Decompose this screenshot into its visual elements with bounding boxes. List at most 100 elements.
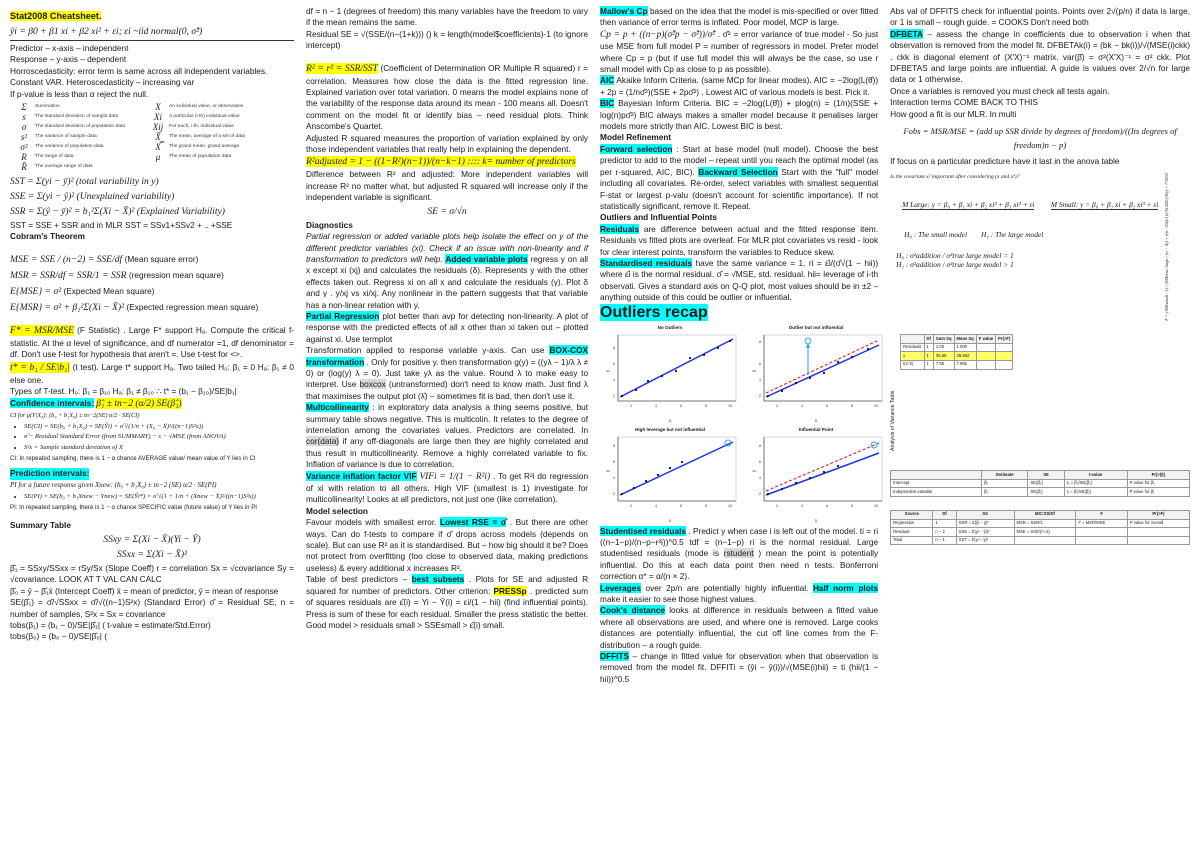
residual-se: Residual SE = √(SSE/(n−(1+k))) () k = le… (306, 28, 589, 51)
col-head: F (1075, 509, 1128, 520)
msr-note: (regression mean square) (128, 269, 224, 280)
leverage-block: Leverages over 2p/n are potentially high… (600, 582, 878, 606)
cell (1075, 535, 1128, 546)
symbol-glyph: X̄ (155, 132, 161, 143)
svg-text:8: 8 (613, 444, 615, 448)
cell: SSE = Σ(yi − ŷi)² (955, 527, 1015, 537)
svg-text:2: 2 (776, 504, 778, 508)
aic-text: Akaike Inform Criteria. (same MCp for li… (600, 75, 879, 97)
symbol-desc: The average range of data (35, 164, 93, 170)
scatter-plot: y 2 4 6 8 10 2 4 6 8 (605, 436, 737, 508)
best-subsets-intro: Table of best predictors – (306, 574, 408, 585)
press-text: . predicted sum of squares residuals are… (306, 585, 589, 630)
svg-text:4: 4 (759, 378, 761, 382)
symbol-desc: The grand mean, grand average (169, 144, 240, 150)
transformation-intro: Transformation applied to response varia… (306, 345, 545, 356)
f-statistic-block: F* = MSR/MSE (F Statistic) . Large F* su… (10, 324, 294, 361)
focus-predictor-note: If focus on a particular predicture have… (890, 156, 1120, 167)
anova-section: Analysis of Variance Table Df Sum Sq Mea… (890, 331, 1190, 451)
svg-text:y: y (751, 469, 756, 472)
plot-outlier-not-influential: Outlier but not influential y 2 4 (746, 325, 884, 424)
multicollinearity-tail: if any off-diagonals are large then they… (306, 436, 589, 470)
col-head: Pr(>F) (1126, 509, 1191, 520)
emsr-note: (Expected regression mean square) (126, 301, 259, 312)
dffits-block: DFFITS – change in fitted value for obse… (600, 651, 878, 685)
scatter-plot: y 2 4 6 8 10 2 4 6 8 (751, 436, 883, 508)
ci-interpretation-note: CI: In repeated sampling, there is 1 − α… (10, 455, 256, 463)
column-4: Abs val of DFFITS check for influential … (884, 6, 1196, 849)
ci-mu-formula: CI for μ(Y|X₀): (b₀ + b₁X₀) ± tn−2(SE) α… (10, 412, 140, 420)
best-subsets-mid: . Plots for SE and adjusted R squared fo… (306, 574, 589, 596)
cell: Total (890, 535, 934, 546)
pi-formula: PI for a future response given Xnew: (b₀… (10, 481, 217, 490)
forward-selection-text: : Start at base model (null model). Choo… (600, 143, 879, 177)
studentised-residuals-text: . Predict y when case i is left out of t… (600, 525, 879, 559)
table-row: Total n − 1 SST = Σ(yi − ȳ)² (890, 535, 1191, 546)
ttest-types: Types of T-test. H₀: β₁ = β₁₀ Hₐ: β₁ ≠ β… (10, 386, 237, 397)
svg-text:4: 4 (613, 378, 615, 382)
symbol-desc: An individual value, or observation (169, 104, 244, 110)
cell: SE(β̂₀) (1027, 478, 1065, 489)
selection-block: Forward selection : Start at base model … (600, 143, 879, 212)
slope-coefficient: β̂₁ = SSxy/SSxx = rSy/Sx (Slope Coeff) r… (10, 562, 295, 585)
symbol-glyph: s² (20, 132, 28, 143)
tobs-b0: tobs(β₀) = (b₀ − 0)/SE|β̂₀| ( (10, 631, 107, 642)
symbol-glyph: μ (155, 152, 161, 163)
symbol-glyph: Xi (154, 112, 162, 123)
cooks-distance-text: looks at difference in residuals between… (600, 605, 879, 650)
col-head (900, 334, 925, 344)
emsr-lhs: E{MSR} (10, 301, 43, 313)
model-large: M Large: y = β₀ + β₁ xi + β₂ xi³ + β₃ xi… (902, 200, 1035, 211)
added-variable-plots-label: Added variable plots (445, 253, 528, 264)
table-row: Residuals 1 1.00 1.000 (900, 342, 1014, 353)
table-header-row: Df Sum Sq Mean Sq F value Pr(>F) (900, 334, 1014, 344)
svg-text:8: 8 (851, 504, 853, 508)
symbol-desc: A particular (i-th) individual value (169, 114, 240, 120)
cooks-distance-block: Cook's distance looks at difference in r… (600, 605, 878, 651)
null-hypothesis: H₀ : The small model (904, 230, 968, 240)
scatter-plot: y 2 4 6 8 10 2 4 6 8 (751, 334, 883, 408)
svg-text:8: 8 (851, 404, 853, 408)
cell: 7.95 (932, 359, 955, 370)
symbol-glyph: s (22, 112, 26, 123)
t-statistic-text: (t test). Large t* support Hₐ. Two taile… (10, 361, 295, 385)
cell: 1 (923, 342, 934, 353)
cell: P value for overall (1126, 518, 1191, 529)
interaction-note: Interaction terms COME BACK TO THIS (890, 97, 1038, 108)
added-variable-plots-text: regress y on all x except xi (xj) and ca… (306, 253, 589, 310)
nested-model-section: Is the covariate x² important after cons… (890, 173, 1190, 321)
anova-table: Df Sum Sq Mean Sq F value Pr(>F) Residua… (900, 334, 1014, 370)
cell (975, 359, 997, 370)
mse-lhs: MSE (10, 253, 29, 265)
plot-high-leverage: High leverage but not influential y 2 4 6… (600, 427, 740, 524)
rstudent-code: rstudent (723, 548, 754, 559)
plot-influential-point: Influential Point y 2 4 6 8 10 2 4 (746, 427, 884, 524)
mse-note: (Mean square error) (124, 253, 199, 264)
studentised-residuals-label: Studentised residuals (600, 525, 686, 536)
symbol-desc: The mean of population data (169, 154, 232, 160)
svg-text:2: 2 (630, 504, 632, 508)
col-head: MS=SS/Df (1013, 509, 1077, 520)
recheck-note: Once a variables is removed you must che… (890, 85, 1110, 96)
svg-text:6: 6 (826, 504, 828, 508)
symbol-desc: The standard deviation of sample data (35, 114, 119, 120)
svg-text:6: 6 (613, 460, 615, 464)
plot-no-outliers: No Outliers y 2 4 6 8 10 2 4 6 8 (600, 325, 740, 424)
symbol-desc: The variance of population data (35, 144, 104, 150)
cochran-theorem-label: Cobram's Theorem (10, 231, 85, 242)
symbol-glyph: Xij (152, 122, 164, 133)
model-selection-label: Model selection (306, 505, 368, 516)
outlier-plots-row-1: No Outliers y 2 4 6 8 10 2 4 6 8 (600, 325, 883, 424)
svg-text:6: 6 (680, 404, 682, 408)
cooks-distance-label: Cook's distance (600, 605, 665, 616)
table-header-row: Source Df SS MS=SS/Df F Pr(>F) (890, 509, 1191, 520)
model-equation: ŷi = β0 + β1 xi + β2 xi² + εi; εi ~iid n… (10, 25, 295, 41)
svg-text:8: 8 (759, 444, 761, 448)
col-head: Source (890, 509, 934, 520)
table-row: Independent variable β̂₁ SE(β̂₁) t₁ = β̂… (890, 487, 1191, 497)
col-head: Df (932, 509, 957, 520)
multicollinearity-block: Multicollinearity : in exploratory data … (306, 402, 588, 470)
symbol-glyph: σ² (20, 142, 28, 153)
symbol-glyph: R̄ (21, 162, 27, 173)
cell: I(x^2) (900, 359, 925, 370)
